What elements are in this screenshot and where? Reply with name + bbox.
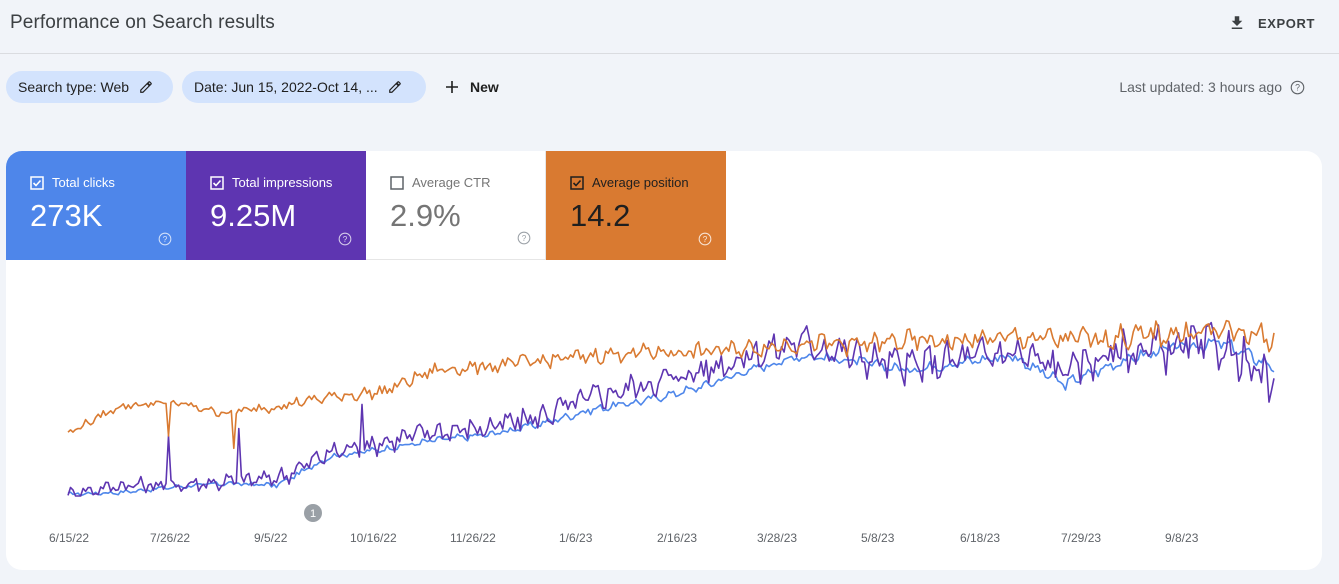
filter-bar: Search type: Web Date: Jun 15, 2022-Oct … <box>0 70 1339 104</box>
svg-text:?: ? <box>163 235 168 244</box>
x-tick-label: 7/26/22 <box>150 531 190 545</box>
metric-value: 2.9% <box>390 198 461 233</box>
metric-total-clicks[interactable]: Total clicks 273K ? <box>6 151 186 260</box>
new-filter-label: New <box>470 79 499 95</box>
date-range-chip[interactable]: Date: Jun 15, 2022-Oct 14, ... <box>182 71 426 103</box>
metric-value: 14.2 <box>570 198 631 233</box>
x-tick-label: 9/8/23 <box>1165 531 1199 545</box>
metric-label: Total impressions <box>232 175 333 190</box>
metric-label: Total clicks <box>52 175 115 190</box>
help-icon[interactable]: ? <box>1290 80 1305 95</box>
last-updated: Last updated: 3 hours ago ? <box>1119 79 1305 95</box>
annotation-marker[interactable]: 1 <box>304 504 322 522</box>
metric-average-position[interactable]: Average position 14.2 ? <box>546 151 726 260</box>
new-filter-button[interactable]: New <box>444 71 499 103</box>
series-layer <box>67 319 1275 497</box>
x-tick-label: 1/6/23 <box>559 531 593 545</box>
checkbox-checked-icon[interactable] <box>210 175 224 190</box>
x-tick-label: 2/16/23 <box>657 531 697 545</box>
help-icon[interactable]: ? <box>698 232 712 246</box>
download-icon <box>1231 16 1243 29</box>
svg-text:?: ? <box>703 235 708 244</box>
last-updated-text: Last updated: 3 hours ago <box>1119 79 1282 95</box>
search-type-chip[interactable]: Search type: Web <box>6 71 173 103</box>
date-range-label: Date: Jun 15, 2022-Oct 14, ... <box>194 79 378 95</box>
checkbox-unchecked-icon[interactable] <box>390 175 404 190</box>
series-line-total-clicks <box>67 338 1275 497</box>
x-tick-label: 6/15/22 <box>49 531 89 545</box>
performance-chart[interactable]: 1 6/15/22 7/26/22 9/5/22 10/16/22 11/26/22 1/… <box>6 151 1322 570</box>
x-tick-label: 10/16/22 <box>350 531 397 545</box>
series-line-total-impressions <box>67 321 1275 497</box>
help-icon[interactable]: ? <box>338 232 352 246</box>
annotation-label: 1 <box>310 508 316 520</box>
help-icon[interactable]: ? <box>158 232 172 246</box>
performance-card: Total clicks 273K ? Total impressions 9.… <box>6 151 1322 570</box>
annotation-circle <box>304 504 322 522</box>
checkbox-checked-icon[interactable] <box>30 175 44 190</box>
metric-label: Average CTR <box>412 175 491 190</box>
checkbox-checked-icon[interactable] <box>570 175 584 190</box>
x-tick-label: 9/5/22 <box>254 531 288 545</box>
export-label: EXPORT <box>1257 15 1315 31</box>
series-line-average-position <box>67 319 1275 450</box>
x-tick-label: 6/18/23 <box>960 531 1000 545</box>
metric-total-impressions[interactable]: Total impressions 9.25M ? <box>186 151 366 260</box>
help-icon[interactable]: ? <box>517 231 531 245</box>
svg-text:?: ? <box>343 235 348 244</box>
metric-value: 273K <box>30 198 103 233</box>
x-tick-label: 11/26/22 <box>450 531 496 545</box>
pencil-icon <box>388 81 401 93</box>
page-title: Performance on Search results <box>10 12 275 33</box>
x-axis-labels: 6/15/22 7/26/22 9/5/22 10/16/22 11/26/22 1/6/… <box>49 531 1199 545</box>
x-tick-label: 5/8/23 <box>861 531 895 545</box>
metric-value: 9.25M <box>210 198 297 233</box>
top-bar: Performance on Search results EXPORT <box>0 0 1339 54</box>
search-type-label: Search type: Web <box>18 79 130 95</box>
x-tick-label: 7/29/23 <box>1061 531 1101 545</box>
svg-text:?: ? <box>1295 82 1300 92</box>
export-button[interactable]: EXPORT <box>1228 12 1315 34</box>
metric-average-ctr[interactable]: Average CTR 2.9% ? <box>366 151 546 260</box>
x-tick-label: 3/28/23 <box>757 531 797 545</box>
metric-label: Average position <box>592 175 689 190</box>
svg-text:?: ? <box>522 234 527 243</box>
pencil-icon <box>140 81 152 93</box>
plus-icon <box>446 81 458 93</box>
